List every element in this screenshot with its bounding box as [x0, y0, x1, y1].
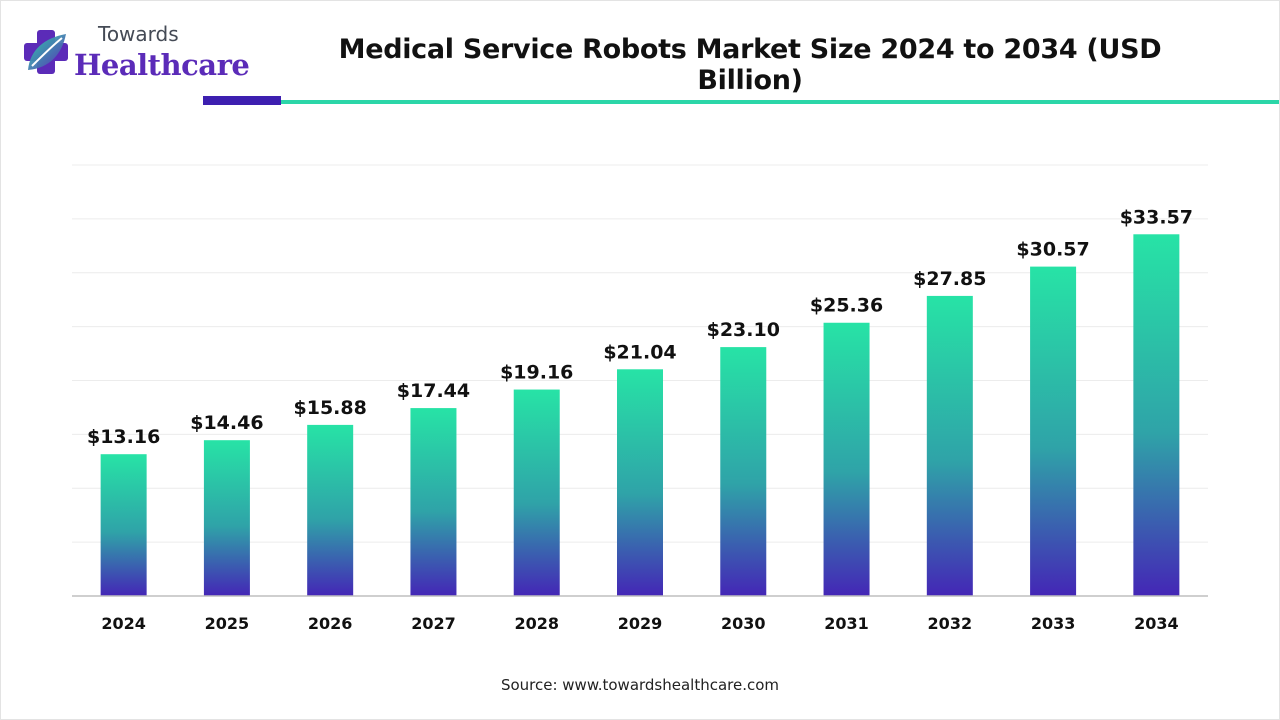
bar-2027	[410, 408, 457, 596]
bar-2028	[513, 389, 560, 596]
x-tick-2025: 2025	[205, 614, 250, 633]
bar-2024	[100, 454, 147, 596]
x-tick-2030: 2030	[721, 614, 766, 633]
bar-2029	[617, 369, 663, 596]
bar-2032	[926, 295, 973, 596]
data-label-2028: $19.16	[500, 362, 573, 384]
x-tick-2031: 2031	[824, 614, 869, 633]
data-label-2032: $27.85	[913, 268, 986, 290]
x-tick-2027: 2027	[411, 614, 456, 633]
x-tick-2033: 2033	[1031, 614, 1076, 633]
bar-2034	[1133, 234, 1180, 596]
bar-2026	[307, 424, 354, 596]
data-label-2025: $14.46	[190, 412, 263, 434]
x-tick-labels: 2024 2025 2026 2027 2028 2029 2030 2031 2032 2033…	[101, 614, 1178, 633]
bar-2025	[203, 440, 250, 596]
x-tick-2029: 2029	[618, 614, 663, 633]
title-rule-accent	[203, 96, 281, 105]
data-label-2030: $23.10	[707, 319, 780, 341]
brand-name-top: Towards	[98, 22, 179, 46]
x-tick-2034: 2034	[1134, 614, 1179, 633]
brand-logo[interactable]: Towards Healthcare	[18, 18, 258, 88]
x-tick-2032: 2032	[928, 614, 973, 633]
data-label-2033: $30.57	[1016, 239, 1089, 261]
data-label-2027: $17.44	[397, 380, 470, 402]
data-label-2024: $13.16	[87, 426, 160, 448]
title-rule	[281, 100, 1280, 104]
data-label-2029: $21.04	[603, 341, 676, 363]
bar-2033	[1030, 266, 1077, 596]
brand-name-bottom: Healthcare	[74, 48, 250, 82]
medical-cross-leaf-icon	[24, 30, 68, 74]
x-tick-2026: 2026	[308, 614, 353, 633]
bar-2031	[823, 322, 870, 596]
header: Towards Healthcare Medical Service Robot…	[0, 0, 1280, 110]
bars	[100, 234, 1180, 596]
x-tick-2028: 2028	[514, 614, 559, 633]
data-label-2034: $33.57	[1120, 206, 1193, 228]
source-note: Source: www.towardshealthcare.com	[500, 676, 780, 694]
bar-2030	[720, 347, 767, 596]
data-label-2026: $15.88	[294, 397, 367, 419]
chart-title: Medical Service Robots Market Size 2024 …	[338, 34, 1162, 96]
data-labels: $13.16 $14.46 $15.88 $17.44 $19.16 $21.04 $23.…	[87, 206, 1193, 448]
x-tick-2024: 2024	[101, 614, 146, 633]
data-label-2031: $25.36	[810, 295, 883, 317]
